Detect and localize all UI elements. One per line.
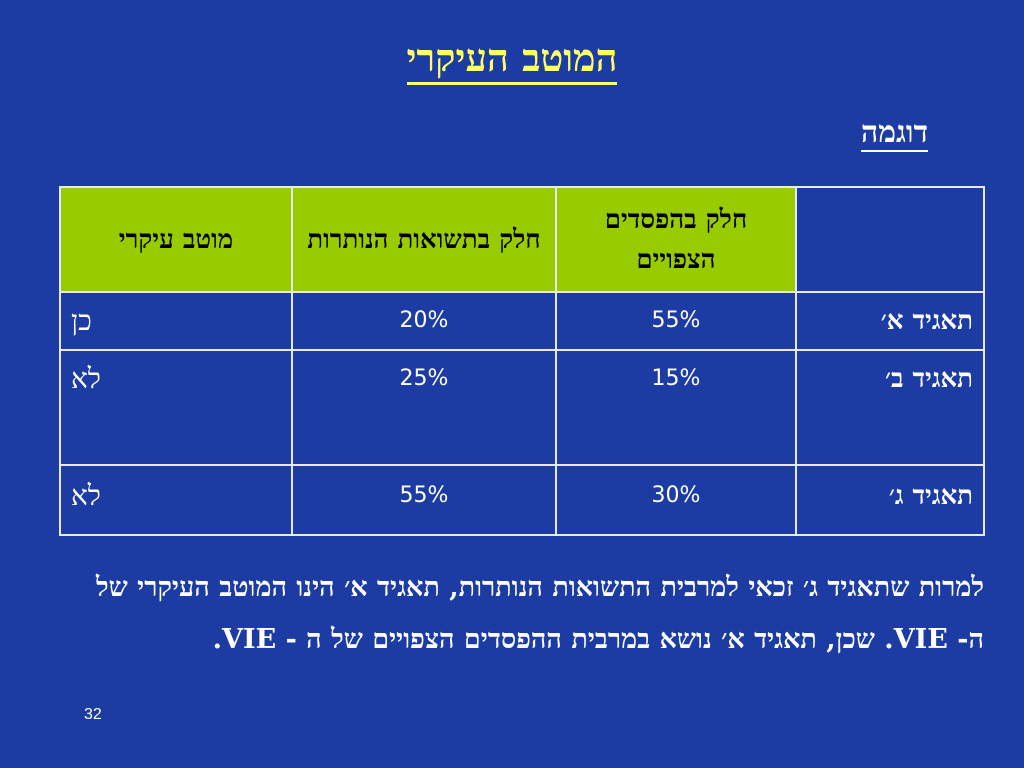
cell-residual-returns: 55% [291, 464, 557, 536]
cell-expected-losses: 15% [555, 349, 797, 466]
slide-subtitle: דוגמה [860, 113, 928, 153]
beneficiary-table: חלק בהפסדים הצפויים חלק בתשואות הנותרות … [59, 186, 985, 536]
header-cell-residual-returns: חלק בתשואות הנותרות [291, 186, 557, 293]
header-cell-expected-losses: חלק בהפסדים הצפויים [555, 186, 797, 293]
slide-title: המוטב העיקרי [0, 34, 1024, 85]
header-cell-primary-beneficiary: מוטב עיקרי [59, 186, 293, 293]
table-header-row: חלק בהפסדים הצפויים חלק בתשואות הנותרות … [59, 186, 985, 293]
cell-entity: תאגיד א׳ [795, 291, 985, 351]
cell-entity: תאגיד ג׳ [795, 464, 985, 536]
cell-primary-beneficiary: לא [59, 349, 293, 466]
cell-residual-returns: 25% [291, 349, 557, 466]
slide-title-text: המוטב העיקרי [406, 35, 618, 85]
cell-primary-beneficiary: כן [59, 291, 293, 351]
table-row: תאגיד ג׳ 30% 55% לא [59, 464, 985, 536]
slide-subtitle-text: דוגמה [860, 115, 928, 152]
cell-primary-beneficiary: לא [59, 464, 293, 536]
cell-expected-losses: 30% [555, 464, 797, 536]
header-cell-entity [795, 186, 985, 293]
table-row: תאגיד ב׳ 15% 25% לא [59, 349, 985, 466]
cell-entity: תאגיד ב׳ [795, 349, 985, 466]
cell-residual-returns: 20% [291, 291, 557, 351]
table-row: תאגיד א׳ 55% 20% כן [59, 291, 985, 351]
page-number: 32 [84, 706, 102, 723]
explanation-paragraph: למרות שתאגיד ג׳ זכאי למרבית התשואות הנות… [95, 572, 984, 655]
cell-expected-losses: 55% [555, 291, 797, 351]
